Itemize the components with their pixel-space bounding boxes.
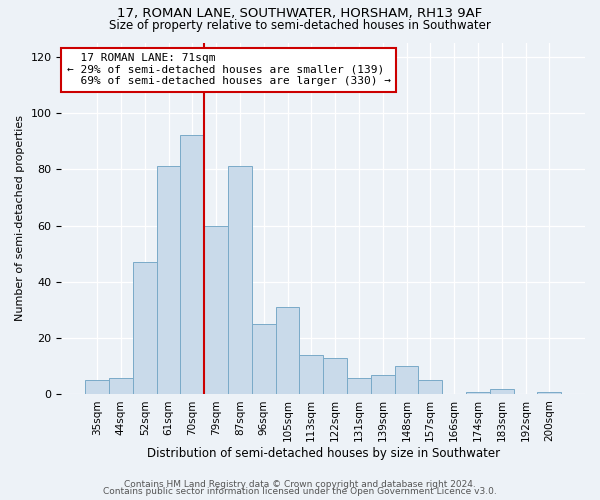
Text: Contains public sector information licensed under the Open Government Licence v3: Contains public sector information licen… <box>103 487 497 496</box>
Bar <box>181 136 204 394</box>
Text: 17 ROMAN LANE: 71sqm  
← 29% of semi-detached houses are smaller (139)
  69% of : 17 ROMAN LANE: 71sqm ← 29% of semi-detac… <box>67 53 391 86</box>
Bar <box>109 378 133 394</box>
Bar <box>538 392 561 394</box>
Text: Size of property relative to semi-detached houses in Southwater: Size of property relative to semi-detach… <box>109 19 491 32</box>
Bar <box>371 374 395 394</box>
Bar <box>418 380 442 394</box>
Bar <box>395 366 418 394</box>
Bar <box>323 358 347 395</box>
Bar <box>228 166 252 394</box>
Bar <box>204 226 228 394</box>
Bar <box>490 389 514 394</box>
Bar <box>347 378 371 394</box>
Text: Contains HM Land Registry data © Crown copyright and database right 2024.: Contains HM Land Registry data © Crown c… <box>124 480 476 489</box>
Bar <box>252 324 275 394</box>
Bar <box>85 380 109 394</box>
Bar <box>133 262 157 394</box>
X-axis label: Distribution of semi-detached houses by size in Southwater: Distribution of semi-detached houses by … <box>146 447 500 460</box>
Text: 17, ROMAN LANE, SOUTHWATER, HORSHAM, RH13 9AF: 17, ROMAN LANE, SOUTHWATER, HORSHAM, RH1… <box>118 8 482 20</box>
Bar <box>299 355 323 395</box>
Bar <box>275 307 299 394</box>
Bar <box>157 166 181 394</box>
Bar <box>466 392 490 394</box>
Y-axis label: Number of semi-detached properties: Number of semi-detached properties <box>15 116 25 322</box>
